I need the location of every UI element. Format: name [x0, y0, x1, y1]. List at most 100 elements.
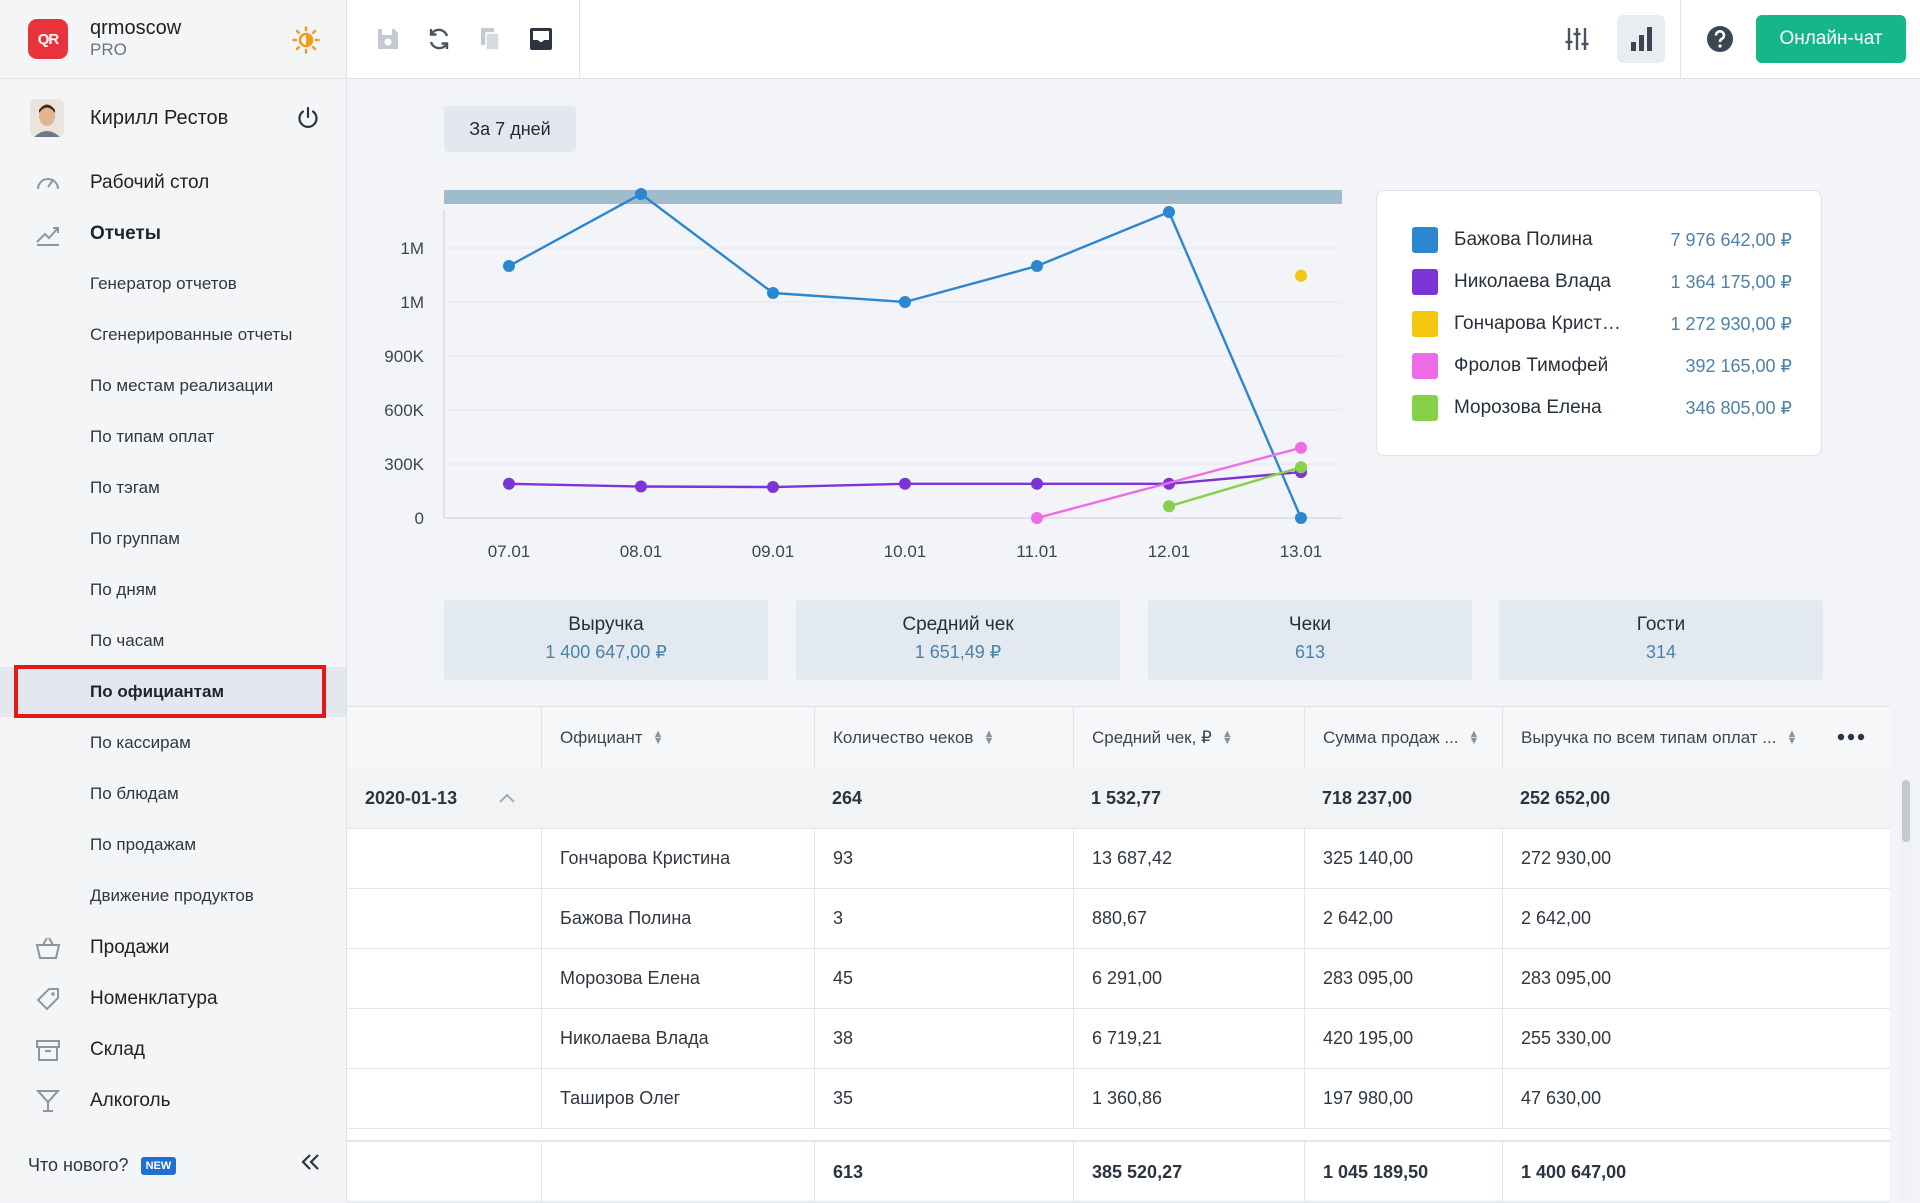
- column-header-checks[interactable]: Количество чеков ▲ ▼: [814, 707, 1073, 769]
- online-chat-button[interactable]: Онлайн-чат: [1756, 15, 1906, 63]
- filters-button[interactable]: [1562, 22, 1592, 56]
- column-header-waiter[interactable]: Официант ▲ ▼: [541, 707, 814, 769]
- chevron-up-icon[interactable]: [497, 792, 517, 804]
- brand-text: qrmoscow PRO: [90, 17, 181, 61]
- nav-by-hours[interactable]: По часам: [0, 616, 346, 666]
- legend-name: Морозова Елена: [1454, 397, 1602, 418]
- brand-name: qrmoscow: [90, 17, 182, 39]
- nav-nomenclature-label: Номенклатура: [90, 988, 218, 1009]
- legend-name: Бажова Полина: [1454, 229, 1593, 250]
- table-scrollbar[interactable]: [1900, 780, 1912, 1200]
- nav-sales[interactable]: Продажи: [0, 923, 346, 973]
- logout-power-icon[interactable]: [296, 106, 320, 130]
- theme-toggle-icon[interactable]: [292, 26, 320, 54]
- data-point: [1031, 512, 1043, 524]
- table-group-row[interactable]: 2020-01-13 264 1 532,77 718 237,00 252 6…: [347, 768, 1890, 829]
- data-point: [767, 287, 779, 299]
- dashboard-gauge-icon: [37, 178, 59, 190]
- column-header-revenue[interactable]: Выручка по всем типам оплат ... ▲ ▼: [1502, 707, 1890, 769]
- cocktail-glass-icon: [35, 1090, 61, 1112]
- brand-plan: PRO: [90, 40, 127, 59]
- nav-alcohol[interactable]: Алкоголь: [0, 1076, 346, 1126]
- legend-name: Гончарова Крист…: [1454, 313, 1621, 334]
- nav-by-locations[interactable]: По местам реализации: [0, 361, 346, 411]
- brand-logo[interactable]: QR: [28, 19, 68, 59]
- period-filter-chip[interactable]: За 7 дней: [444, 106, 576, 152]
- series-line-segment: [640, 485, 774, 489]
- table-row[interactable]: Гончарова Кристина 93 13 687,42 325 140,…: [347, 828, 1890, 889]
- user-avatar[interactable]: [30, 99, 64, 137]
- nav-dashboard[interactable]: Рабочий стол: [0, 158, 346, 208]
- nav-generated-reports[interactable]: Сгенерированные отчеты: [0, 310, 346, 360]
- legend-swatch: [1412, 395, 1438, 421]
- nav-by-sales[interactable]: По продажам: [0, 820, 346, 870]
- nav-warehouse[interactable]: Склад: [0, 1025, 346, 1075]
- table-row[interactable]: Николаева Влада 38 6 719,21 420 195,00 2…: [347, 1008, 1890, 1069]
- nav-report-generator[interactable]: Генератор отчетов: [0, 259, 346, 309]
- kpi-value: 1 400 647,00 ₽: [545, 642, 667, 662]
- chart-view-button[interactable]: [1617, 15, 1665, 63]
- help-button[interactable]: [1705, 22, 1735, 56]
- nav-report-label: Генератор отчетов: [90, 274, 237, 293]
- column-header-average[interactable]: Средний чек, ₽ ▲ ▼: [1073, 707, 1304, 769]
- nav-by-waiters[interactable]: По официантам: [0, 667, 346, 717]
- group-date: 2020-01-13: [365, 787, 458, 808]
- legend-name: Николаева Влада: [1454, 271, 1611, 292]
- legend-item[interactable]: Морозова Елена 346 805,00 ₽: [1412, 394, 1792, 422]
- table-cell: Николаева Влада: [541, 1008, 814, 1068]
- legend-item[interactable]: Николаева Влада 1 364 175,00 ₽: [1412, 268, 1792, 296]
- table-cell: [347, 828, 541, 888]
- legend-value: 1 364 175,00 ₽: [1670, 271, 1792, 292]
- series-line-segment: [772, 291, 906, 304]
- legend-swatch: [1412, 311, 1438, 337]
- nav-by-groups[interactable]: По группам: [0, 514, 346, 564]
- nav-nomenclature[interactable]: Номенклатура: [0, 974, 346, 1024]
- table-cell: [347, 1142, 541, 1202]
- nav-report-label: По типам оплат: [90, 427, 215, 446]
- column-header-label: Средний чек, ₽: [1092, 728, 1212, 747]
- inbox-button[interactable]: [526, 22, 556, 56]
- nav-report-label: По дням: [90, 580, 157, 599]
- nav-report-label: Сгенерированные отчеты: [90, 325, 293, 344]
- refresh-button[interactable]: [424, 22, 454, 56]
- kpi-value: 314: [1645, 642, 1677, 662]
- nav-by-days[interactable]: По дням: [0, 565, 346, 615]
- column-header-sales[interactable]: Сумма продаж ... ▲ ▼: [1304, 707, 1502, 769]
- nav-by-dishes[interactable]: По блюдам: [0, 769, 346, 819]
- nav-by-cashiers[interactable]: По кассирам: [0, 718, 346, 768]
- legend-item[interactable]: Фролов Тимофей 392 165,00 ₽: [1412, 352, 1792, 380]
- more-options-icon[interactable]: [1836, 729, 1866, 745]
- table-cell: 6 291,00: [1073, 948, 1304, 1008]
- nav-reports[interactable]: Отчеты: [0, 209, 346, 259]
- nav-report-label: По тэгам: [90, 478, 160, 497]
- save-button[interactable]: [373, 22, 403, 56]
- nav-report-label: По местам реализации: [90, 376, 274, 395]
- data-point: [1163, 206, 1175, 218]
- series-line-segment: [508, 482, 642, 488]
- table-row[interactable]: Морозова Елена 45 6 291,00 283 095,00 28…: [347, 948, 1890, 1009]
- nav-by-payment-types[interactable]: По типам оплат: [0, 412, 346, 462]
- nav-report-label: По продажам: [90, 835, 197, 854]
- copy-button[interactable]: [475, 22, 505, 56]
- table-row[interactable]: Бажова Полина 3 880,67 2 642,00 2 642,00: [347, 888, 1890, 949]
- data-point: [1295, 512, 1307, 524]
- basket-icon: [35, 937, 61, 959]
- table-cell: 47 630,00: [1502, 1068, 1890, 1128]
- nav-report-label: По кассирам: [90, 733, 191, 752]
- scrollbar-thumb[interactable]: [1902, 780, 1910, 842]
- collapse-sidebar-icon[interactable]: [298, 1150, 322, 1174]
- user-name: Кирилл Рестов: [90, 106, 229, 129]
- x-tick-label: 08.01: [620, 542, 663, 561]
- nav-report-label: По блюдам: [90, 784, 179, 803]
- table-row[interactable]: Таширов Олег 35 1 360,86 197 980,00 47 6…: [347, 1068, 1890, 1129]
- nav-product-movement[interactable]: Движение продуктов: [0, 871, 346, 921]
- legend-item[interactable]: Бажова Полина 7 976 642,00 ₽: [1412, 226, 1792, 254]
- table-cell: 2 642,00: [1304, 888, 1502, 948]
- y-tick-label: 900K: [384, 347, 424, 366]
- nav-by-tags[interactable]: По тэгам: [0, 463, 346, 513]
- whats-new-link[interactable]: Что нового? NEW: [28, 1155, 177, 1176]
- data-point: [503, 260, 515, 272]
- range-band: [444, 190, 1342, 204]
- legend-name: Фролов Тимофей: [1454, 355, 1609, 376]
- legend-item[interactable]: Гончарова Крист… 1 272 930,00 ₽: [1412, 310, 1792, 338]
